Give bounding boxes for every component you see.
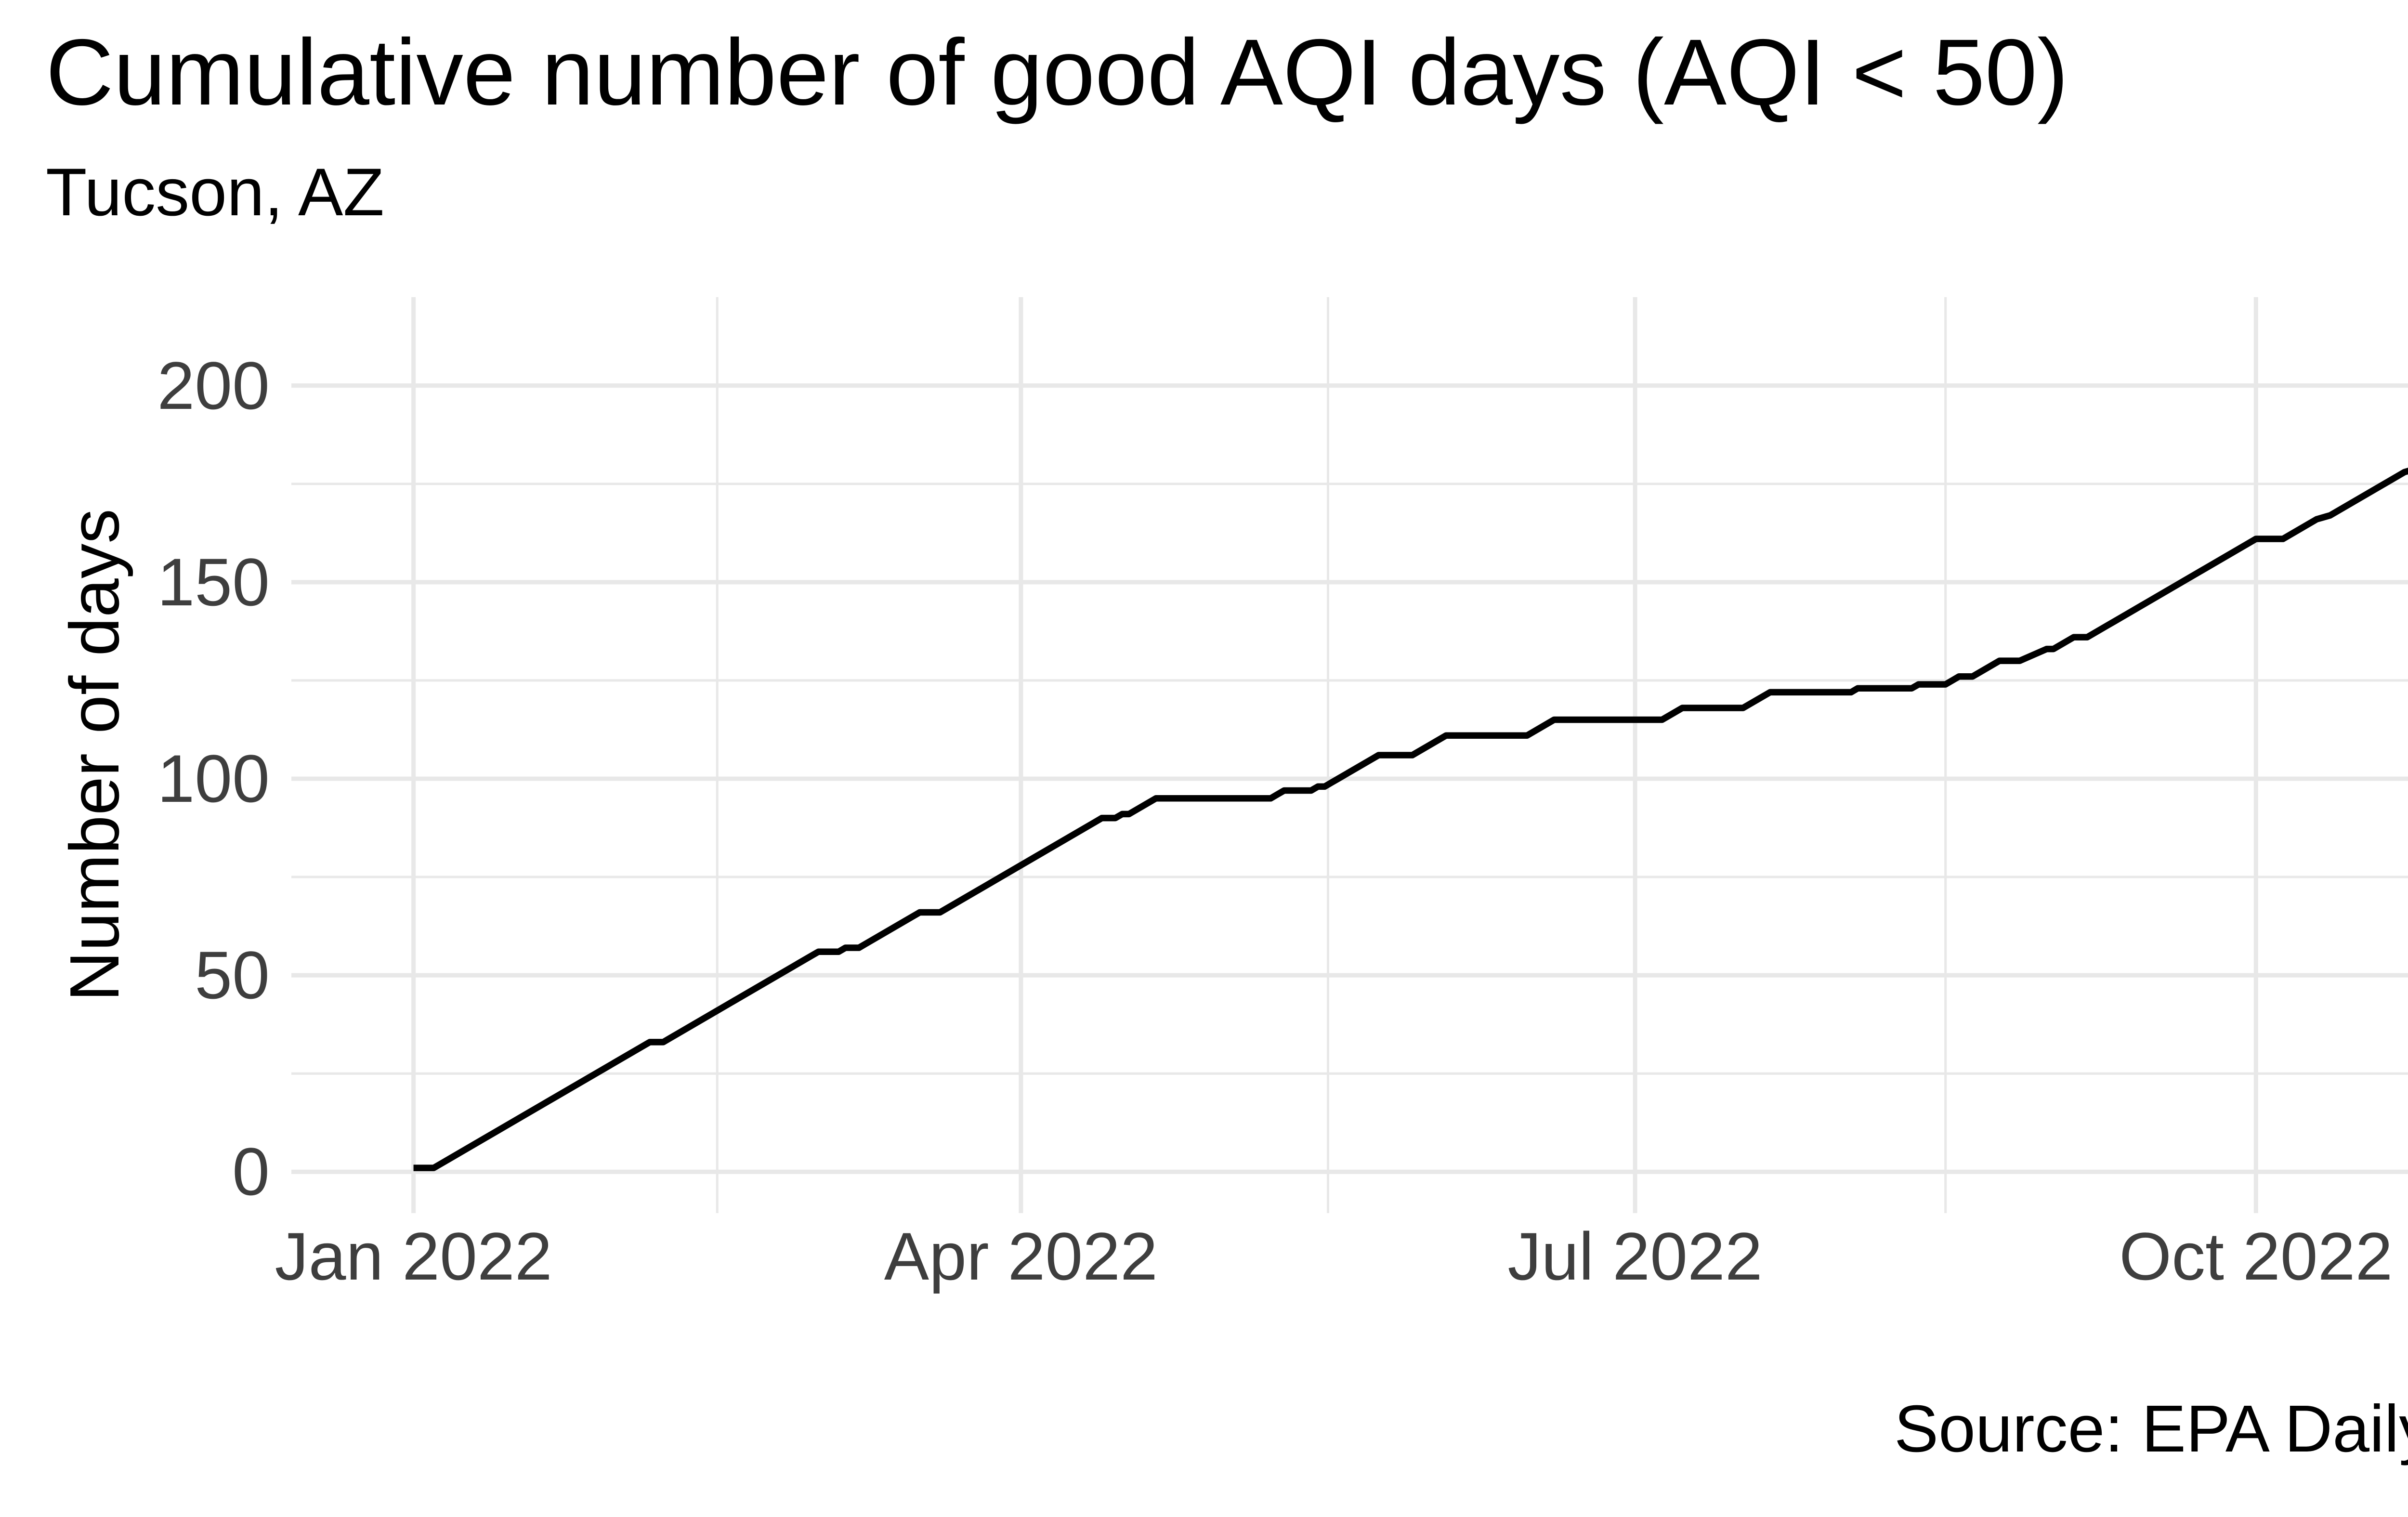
source-caption: Source: EPA Daily Air Quality Tracker [1894,1392,2408,1466]
y-tick-label: 200 [157,347,270,423]
x-tick-label: Oct 2022 [2119,1218,2393,1294]
series-line [413,468,2408,1171]
chart-title: Cumulative number of good AQI days (AQI … [46,20,2069,125]
x-tick-label: Jul 2022 [1507,1218,1763,1294]
x-tick-label: Apr 2022 [884,1218,1158,1294]
y-tick-label: 150 [157,544,270,620]
y-tick-label: 50 [195,937,270,1013]
y-tick-label: 0 [232,1134,270,1210]
y-tick-label: 100 [157,740,270,816]
chart-subtitle: Tucson, AZ [46,154,384,230]
x-tick-label: Jan 2022 [275,1218,552,1294]
